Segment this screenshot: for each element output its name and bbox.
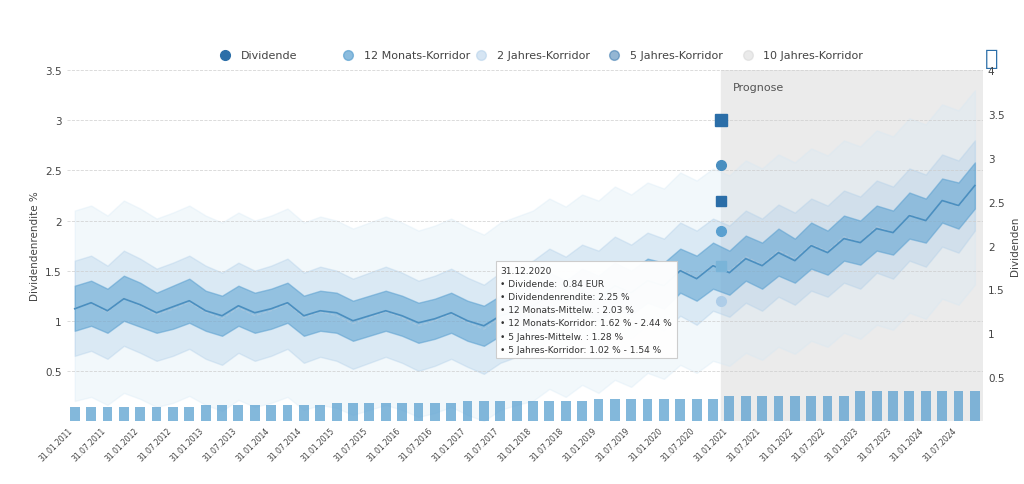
Bar bbox=[446, 403, 456, 421]
Text: ⌕: ⌕ bbox=[985, 48, 998, 69]
Bar bbox=[724, 396, 734, 421]
Bar bbox=[86, 407, 96, 421]
Text: 2 Jahres-Korridor: 2 Jahres-Korridor bbox=[497, 50, 590, 60]
Text: Dividende: Dividende bbox=[241, 50, 297, 60]
Bar bbox=[545, 401, 554, 421]
Bar bbox=[594, 399, 603, 421]
Bar bbox=[709, 399, 718, 421]
Bar bbox=[721, 71, 999, 421]
Bar bbox=[773, 396, 783, 421]
Bar bbox=[676, 399, 685, 421]
Bar bbox=[217, 405, 227, 421]
Bar bbox=[479, 401, 488, 421]
Bar bbox=[888, 391, 898, 421]
Bar bbox=[463, 401, 472, 421]
Bar bbox=[659, 399, 669, 421]
Bar bbox=[757, 396, 767, 421]
Bar bbox=[871, 391, 882, 421]
Bar bbox=[315, 405, 326, 421]
Bar bbox=[970, 391, 980, 421]
Bar bbox=[381, 403, 390, 421]
Bar bbox=[496, 401, 505, 421]
Bar bbox=[643, 399, 652, 421]
Bar bbox=[119, 407, 129, 421]
Bar bbox=[348, 403, 357, 421]
Bar bbox=[627, 399, 636, 421]
Bar bbox=[414, 403, 423, 421]
Text: 31.12.2020
• Dividende:  0.84 EUR
• Dividendenrendite: 2.25 %
• 12 Monats-Mittel: 31.12.2020 • Dividende: 0.84 EUR • Divid… bbox=[501, 266, 672, 354]
Text: 5 Jahres-Korridor: 5 Jahres-Korridor bbox=[630, 50, 723, 60]
Y-axis label: Dividenden: Dividenden bbox=[1010, 216, 1020, 276]
Bar bbox=[806, 396, 816, 421]
Bar bbox=[561, 401, 570, 421]
Bar bbox=[283, 405, 293, 421]
Bar bbox=[299, 405, 309, 421]
Bar bbox=[332, 403, 342, 421]
Bar bbox=[70, 407, 80, 421]
Bar bbox=[512, 401, 521, 421]
Bar bbox=[839, 396, 849, 421]
Bar bbox=[937, 391, 947, 421]
Bar bbox=[365, 403, 374, 421]
Text: Dividenden-Historie für Fresenius SE & Co KGaA: Dividenden-Historie für Fresenius SE & C… bbox=[287, 11, 737, 29]
Text: 12 Monats-Korridor: 12 Monats-Korridor bbox=[364, 50, 470, 60]
Y-axis label: Dividendenrendite %: Dividendenrendite % bbox=[30, 191, 40, 301]
Bar bbox=[266, 405, 276, 421]
Bar bbox=[610, 399, 620, 421]
Bar bbox=[855, 391, 865, 421]
Bar bbox=[152, 407, 162, 421]
Bar bbox=[250, 405, 260, 421]
Bar bbox=[740, 396, 751, 421]
Bar bbox=[102, 407, 113, 421]
Bar bbox=[233, 405, 244, 421]
Bar bbox=[528, 401, 538, 421]
Bar bbox=[953, 391, 964, 421]
Bar bbox=[430, 403, 439, 421]
Bar bbox=[822, 396, 833, 421]
Bar bbox=[184, 407, 195, 421]
Bar bbox=[692, 399, 701, 421]
Bar bbox=[790, 396, 800, 421]
Bar bbox=[135, 407, 145, 421]
Bar bbox=[904, 391, 914, 421]
Text: 10 Jahres-Korridor: 10 Jahres-Korridor bbox=[763, 50, 863, 60]
Bar bbox=[397, 403, 407, 421]
Bar bbox=[578, 401, 587, 421]
Text: Prognose: Prognose bbox=[732, 83, 784, 93]
Bar bbox=[201, 405, 211, 421]
Bar bbox=[168, 407, 178, 421]
Bar bbox=[921, 391, 931, 421]
